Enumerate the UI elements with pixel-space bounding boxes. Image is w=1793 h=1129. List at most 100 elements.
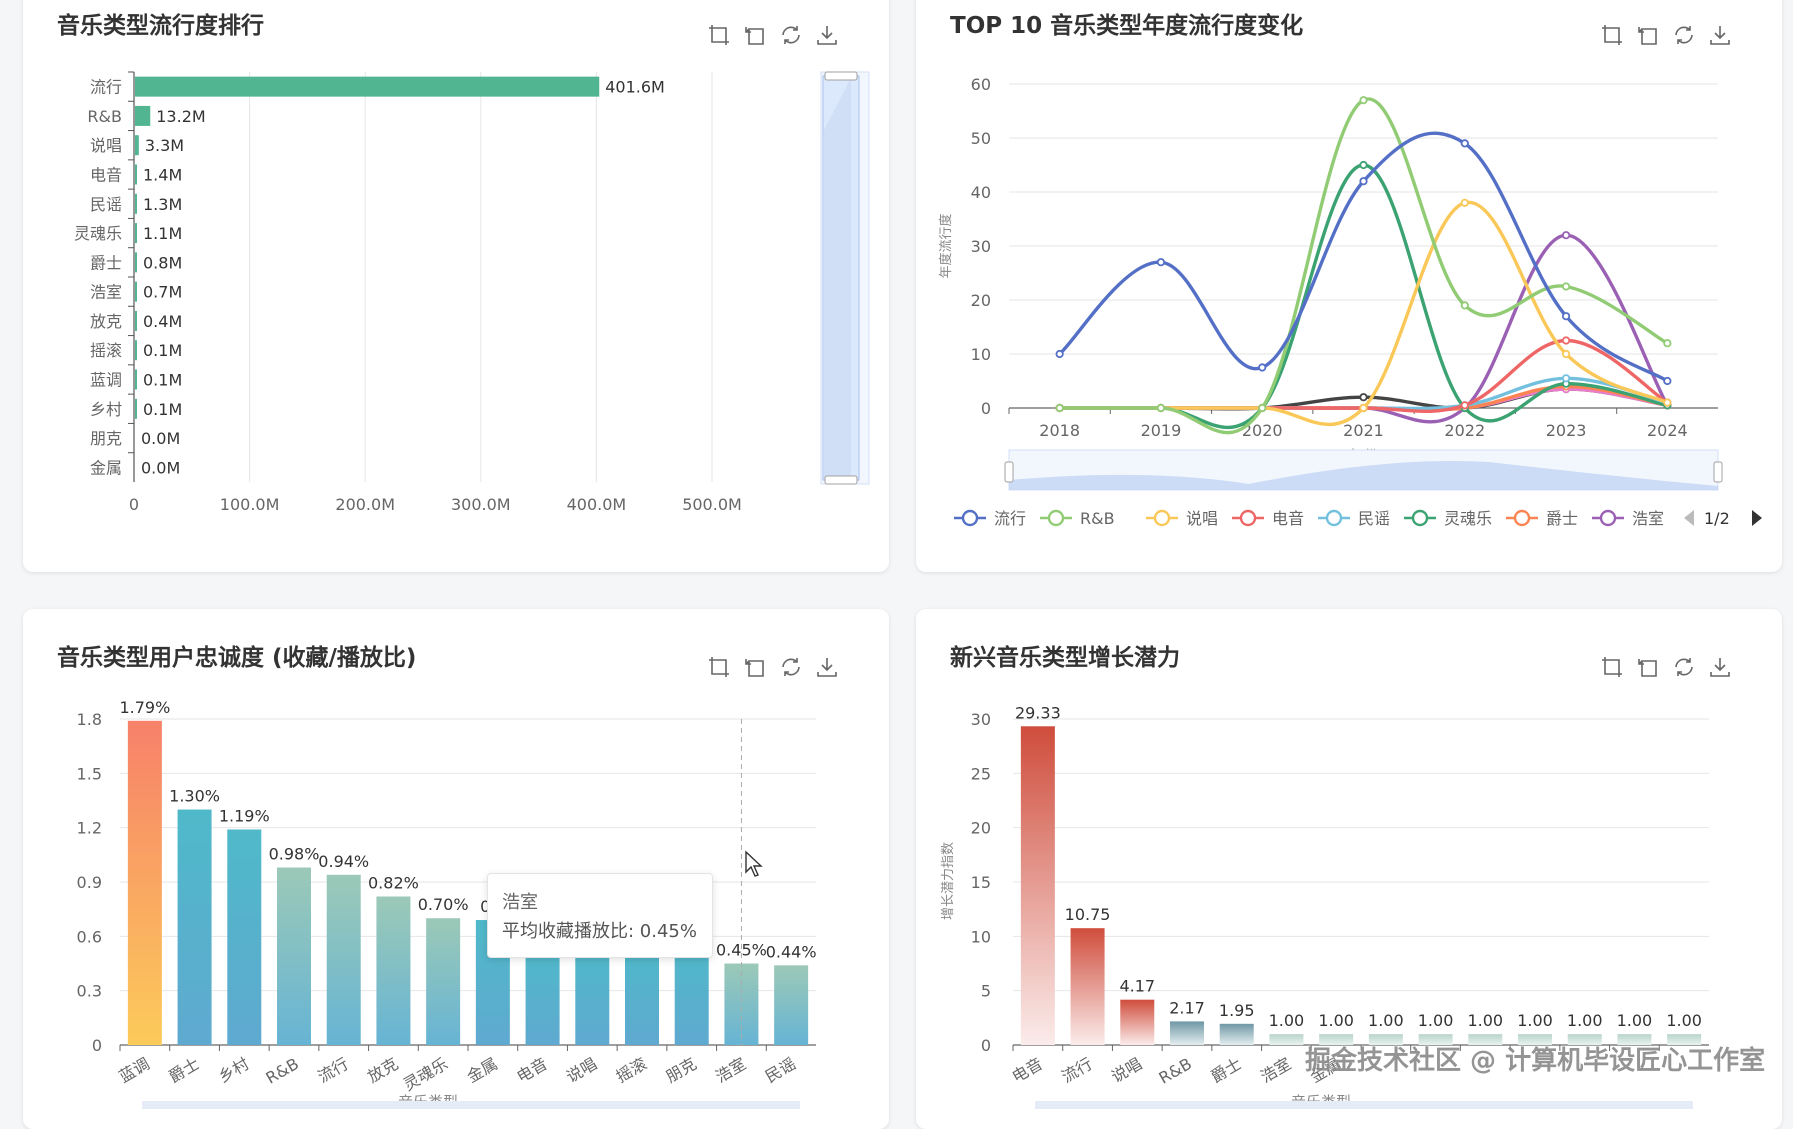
series-point [1156, 258, 1166, 267]
x-tick-label: 爵士 [165, 1054, 202, 1086]
bar [135, 340, 137, 361]
bar-value-label: 1.00 [1567, 1011, 1603, 1030]
download-icon[interactable] [1708, 23, 1732, 47]
bar-value-label: 13.2M [156, 107, 205, 126]
bar-value-label: 1.00 [1517, 1011, 1553, 1030]
legend-next-icon [1752, 510, 1762, 526]
y-tick-label: 25 [971, 764, 991, 783]
bar-value-label: 0.70% [418, 895, 469, 914]
x-tick-label: 浩室 [712, 1054, 749, 1086]
series-point [1359, 177, 1368, 186]
x-tick-label: 100.0M [220, 495, 280, 514]
zoom-reset-icon[interactable] [743, 23, 767, 47]
bar-value-label: 0.82% [368, 873, 419, 892]
x-tick-label: 2023 [1546, 421, 1587, 440]
zoom-area-icon[interactable] [1600, 23, 1624, 47]
series-point [1663, 398, 1672, 407]
zoom-reset-icon[interactable] [1636, 23, 1660, 47]
bar [135, 193, 137, 214]
bar [135, 105, 151, 126]
bar-value-label: 1.79% [119, 698, 170, 717]
x-tick-label: 0 [129, 495, 139, 514]
bar-value-label: 0.7M [143, 283, 182, 302]
y-category-label: 流行 [90, 78, 122, 97]
bar [1617, 1034, 1652, 1045]
bar [135, 135, 139, 156]
series-point [1258, 403, 1267, 413]
x-tick-label: 2018 [1039, 421, 1080, 440]
x-tick-label: 朋克 [662, 1054, 699, 1086]
bar-value-label: 0.94% [318, 852, 369, 871]
y-category-label: 放克 [90, 312, 122, 331]
bar [575, 945, 610, 1045]
legend-swatch-marker [1411, 509, 1429, 527]
zoom-reset-icon[interactable] [1636, 655, 1660, 679]
y-tick-label: 10 [971, 345, 991, 364]
y-category-label: 爵士 [90, 253, 122, 272]
x-tick-label: 300.0M [451, 495, 511, 514]
bar-value-label: 0.0M [141, 429, 180, 448]
download-icon[interactable] [815, 23, 839, 47]
bar [127, 720, 162, 1045]
bar-value-label: 1.00 [1318, 1011, 1354, 1030]
bar [625, 945, 659, 1045]
x-tick-label: 放克 [364, 1054, 401, 1086]
legend-item: 电音 [1272, 509, 1304, 528]
watermark: 掘金技术社区 @ 计算机毕设匠心工作室 [1305, 1046, 1766, 1076]
y-category-label: 浩室 [90, 283, 122, 302]
series-point [1460, 301, 1469, 310]
zoom-area-icon[interactable] [1600, 655, 1624, 679]
bar [1120, 999, 1155, 1045]
series-point [1460, 139, 1469, 148]
legend-item: 浩室 [1632, 509, 1664, 528]
x-tick-label: 2020 [1242, 421, 1283, 440]
growth-chart: 0 5 10 15 20 25 30 增长潜力指数 29.33 电音 10.75 流行 4.17 说唱 2.… [941, 703, 1709, 1111]
restore-icon[interactable] [779, 655, 803, 679]
x-tick-label: 电音 [513, 1054, 550, 1086]
bar [177, 809, 212, 1045]
bar-value-label: 1.00 [1368, 1011, 1404, 1030]
y-axis-title: 增长潜力指数 [941, 842, 956, 920]
tooltip-value: 平均收藏播放比: 0.45% [502, 921, 697, 942]
datazoom-track [142, 1101, 800, 1109]
bar [1070, 928, 1105, 1045]
y-category-label: 电音 [90, 166, 122, 185]
download-icon[interactable] [815, 655, 839, 679]
bar [1418, 1034, 1453, 1045]
bar-value-label: 4.17 [1119, 977, 1155, 996]
y-tick-label: 0.9 [77, 873, 102, 892]
bar-value-label: 29.33 [1015, 703, 1061, 722]
x-tick-label: 500.0M [682, 495, 742, 514]
y-category-label: 朋克 [90, 429, 122, 448]
bar-value-label: 401.6M [605, 78, 665, 97]
restore-icon[interactable] [779, 23, 803, 47]
x-tick-label: 民谣 [762, 1054, 799, 1086]
restore-icon[interactable] [1672, 23, 1696, 47]
bar [135, 252, 137, 273]
bar-value-label: 1.3M [143, 195, 182, 214]
bar-value-label: 0.1M [143, 400, 182, 419]
y-category-label: 民谣 [90, 195, 122, 214]
zoom-area-icon[interactable] [707, 23, 731, 47]
zoom-area-icon[interactable] [707, 655, 731, 679]
bar-value-label: 1.00 [1269, 1011, 1305, 1030]
loyalty-toolbar [707, 655, 839, 679]
zoom-reset-icon[interactable] [743, 655, 767, 679]
bar-value-label: 1.19% [219, 806, 270, 825]
bar [135, 76, 600, 97]
x-tick-label: 灵魂乐 [400, 1054, 451, 1094]
x-tick-label: 浩室 [1257, 1054, 1294, 1086]
series-point [1561, 231, 1571, 240]
series-point [1561, 312, 1571, 321]
bar [1518, 1034, 1552, 1045]
download-icon[interactable] [1708, 655, 1732, 679]
series-line [1057, 200, 1670, 427]
bar-value-label: 1.1M [143, 224, 182, 243]
bar [326, 874, 361, 1045]
y-tick-label: 10 [971, 927, 991, 946]
bar-value-label: 1.00 [1418, 1011, 1454, 1030]
growth-toolbar [1600, 655, 1732, 679]
restore-icon[interactable] [1672, 655, 1696, 679]
datazoom-track [1035, 1101, 1693, 1109]
bar [135, 281, 137, 302]
